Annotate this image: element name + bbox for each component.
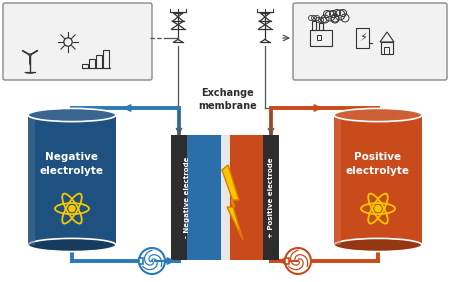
Ellipse shape bbox=[28, 108, 116, 122]
Ellipse shape bbox=[334, 108, 422, 122]
FancyBboxPatch shape bbox=[3, 3, 152, 80]
Text: Negative
electrolyte: Negative electrolyte bbox=[40, 152, 104, 177]
Bar bbox=[96, 54, 102, 68]
Bar bbox=[103, 50, 109, 68]
Text: ⚡: ⚡ bbox=[359, 33, 366, 43]
Polygon shape bbox=[222, 165, 243, 240]
Bar bbox=[356, 28, 369, 48]
Bar bbox=[384, 47, 389, 54]
Bar bbox=[381, 42, 393, 54]
Bar bbox=[334, 115, 422, 245]
Bar bbox=[317, 35, 321, 40]
Bar bbox=[319, 23, 323, 30]
Bar bbox=[225, 135, 263, 260]
Circle shape bbox=[29, 54, 31, 56]
Bar bbox=[187, 135, 225, 260]
Bar bbox=[171, 135, 187, 260]
Bar bbox=[221, 135, 229, 260]
Bar bbox=[139, 258, 143, 264]
Circle shape bbox=[375, 206, 381, 212]
FancyBboxPatch shape bbox=[293, 3, 447, 80]
Circle shape bbox=[139, 248, 165, 274]
Bar bbox=[310, 30, 332, 46]
Circle shape bbox=[69, 206, 75, 212]
Ellipse shape bbox=[28, 238, 116, 252]
Text: Exchange
membrane: Exchange membrane bbox=[198, 88, 257, 111]
Bar bbox=[89, 59, 95, 68]
Ellipse shape bbox=[334, 238, 422, 252]
Bar bbox=[28, 115, 116, 245]
Text: - Negative electrode: - Negative electrode bbox=[184, 157, 190, 238]
Bar bbox=[334, 115, 341, 245]
Bar bbox=[263, 135, 279, 260]
Bar bbox=[312, 21, 316, 30]
Bar bbox=[285, 258, 289, 264]
Circle shape bbox=[285, 248, 311, 274]
Text: Positive
electrolyte: Positive electrolyte bbox=[346, 152, 410, 177]
Text: + Positive electrode: + Positive electrode bbox=[268, 157, 274, 238]
Bar bbox=[28, 115, 35, 245]
Bar bbox=[82, 63, 88, 68]
